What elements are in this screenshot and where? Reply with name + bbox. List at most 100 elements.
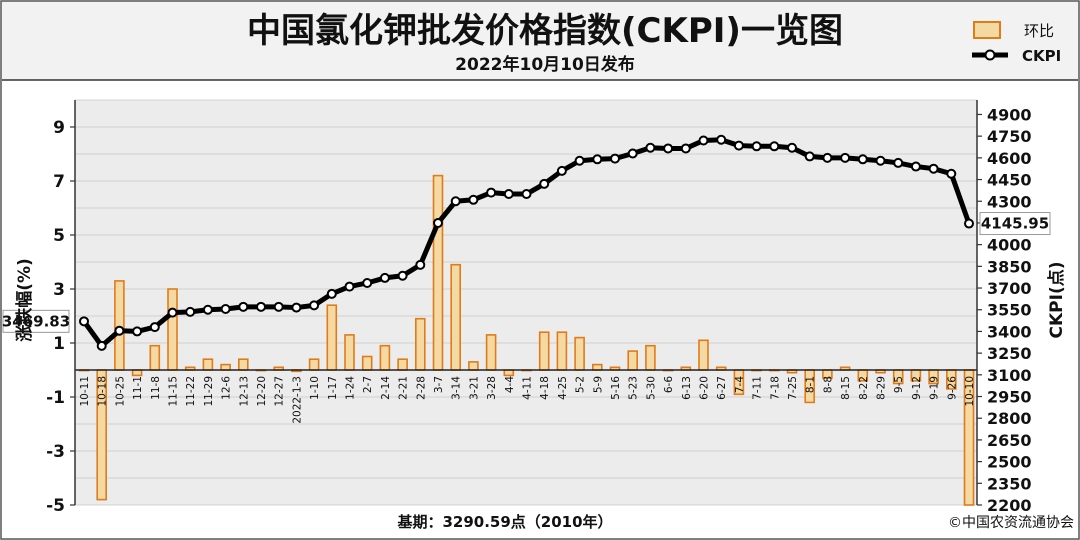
ckpi-point-9-5 [893,157,904,168]
ckpi-point-11-15 [167,307,178,318]
ckpi-point-3-21 [468,194,479,205]
x-tick-label: 12-6 [221,376,233,400]
ckpi-point-9-19 [928,163,939,174]
ckpi-point-1-17 [326,288,337,299]
x-tick-label: 5-2 [575,376,587,393]
ckpi-point-2-28 [415,259,426,270]
x-tick-label: 6-27 [716,376,728,400]
right-tick-label: 3850 [987,257,1032,276]
ckpi-point-8-8 [822,152,833,163]
left-tick-label: -3 [46,442,65,462]
legend-bar-label: 环比 [1024,22,1054,40]
x-tick-label: 11-29 [203,376,215,407]
ckpi-point-1-10 [309,300,320,311]
right-tick-label: 2500 [987,453,1032,472]
bar-2-21 [397,358,408,371]
ckpi-point-12-6 [220,304,231,315]
right-tick-label: 4450 [987,171,1032,190]
ckpi-point-8-1 [804,151,815,162]
bar-3-28 [485,334,497,371]
x-tick-label: 11-8 [150,376,162,400]
x-tick-label: 11-1 [132,376,144,400]
header-band [2,2,1078,80]
value-callouts: 3469.83 4145.95 [2,212,1051,333]
x-tick-label: 1-17 [327,376,339,400]
x-tick-label: 9-5 [893,376,905,393]
x-tick-label: 7-11 [752,376,764,400]
x-tick-label: 8-15 [840,376,852,400]
bar-5-23 [627,350,639,371]
ckpi-point-5-2 [574,155,585,166]
x-tick-label: 8-8 [822,376,834,393]
x-tick-label: 6-6 [663,376,675,393]
ckpi-point-2-7 [362,277,373,288]
legend-line-marker [984,49,996,61]
x-tick-label: 1-24 [345,376,357,400]
right-tick-label: 2800 [987,409,1032,428]
x-tick-label: 9-26 [946,376,958,400]
x-tick-label: 3-21 [468,376,480,400]
x-tick-label: 4-18 [539,376,551,400]
bar-4-4 [503,369,515,377]
x-tick-label: 9-12 [911,376,923,400]
ckpi-point-12-27 [273,301,284,312]
ckpi-point-7-25 [787,142,797,153]
right-tick-label: 4000 [987,236,1032,255]
ckpi-point-4-4 [503,189,514,200]
ckpi-point-9-26 [946,168,957,179]
x-tick-label: 4-11 [522,376,534,400]
right-axis: 4900475046004450430041504000385037003550… [977,105,1032,515]
right-tick-label: 4300 [987,192,1032,211]
x-tick-label: 2-28 [415,376,427,400]
left-tick-label: 1 [53,334,65,354]
ckpi-point-5-23 [627,148,638,159]
ckpi-point-7-4 [733,140,744,151]
x-tick-label: 4-25 [557,376,569,400]
right-tick-label: 3550 [987,301,1032,320]
ckpi-point-11-29 [202,304,213,315]
left-tick-label: -5 [46,496,65,516]
bar-11-29 [202,358,214,371]
left-axis: 9 7 5 3 1 -1 -3 -5 [46,118,75,516]
base-period-note: 基期：3290.59点（2010年） [396,513,612,531]
chart-subtitle: 2022年10月10日发布 [455,54,635,75]
ckpi-point-3-28 [486,187,497,198]
right-tick-label: 2350 [987,474,1032,493]
bar-1-10 [308,358,320,371]
ckpi-point-8-22 [857,154,868,165]
callout-label-last: 4145.95 [981,215,1049,233]
x-tick-label: 2022-1-3 [291,376,303,424]
bar-6-20 [698,339,709,371]
legend: 环比 CKPI [972,21,1061,65]
x-tick-label: 6-13 [681,376,693,400]
x-tick-label: 8-29 [876,376,888,400]
ckpi-point-10-25 [114,325,125,336]
ckpi-point-6-6 [663,143,674,154]
ckpi-point-3-7 [433,217,443,228]
left-tick-label: 7 [53,172,65,192]
bar-11-8 [149,344,161,371]
plot-area [75,100,977,505]
legend-line-label: CKPI [1022,47,1061,65]
ckpi-point-8-15 [840,152,851,163]
right-tick-label: 4600 [987,149,1032,168]
x-tick-label: 9-19 [929,376,941,400]
chart-title: 中国氯化钾批发价格指数(CKPI)一览图 [247,11,843,51]
x-tick-label: 2-7 [362,376,374,393]
x-tick-label: 3-28 [486,376,498,400]
right-tick-label: 2650 [987,431,1032,450]
right-tick-label: 4750 [987,127,1032,146]
left-tick-label: 5 [53,226,65,246]
x-tick-label: 5-23 [628,376,640,400]
x-tick-label: 8-1 [805,376,817,393]
x-tick-label: 5-16 [610,376,622,400]
bar-3-7 [432,174,444,371]
bar-11-1 [131,369,143,377]
ckpi-point-1-24 [344,281,355,292]
right-tick-label: 4900 [987,105,1032,124]
bar-1-17 [326,304,338,371]
x-tick-label: 11-15 [168,376,180,407]
ckpi-point-11-22 [185,306,196,317]
x-tick-label: 2-14 [380,376,392,400]
right-tick-label: 3250 [987,344,1032,363]
